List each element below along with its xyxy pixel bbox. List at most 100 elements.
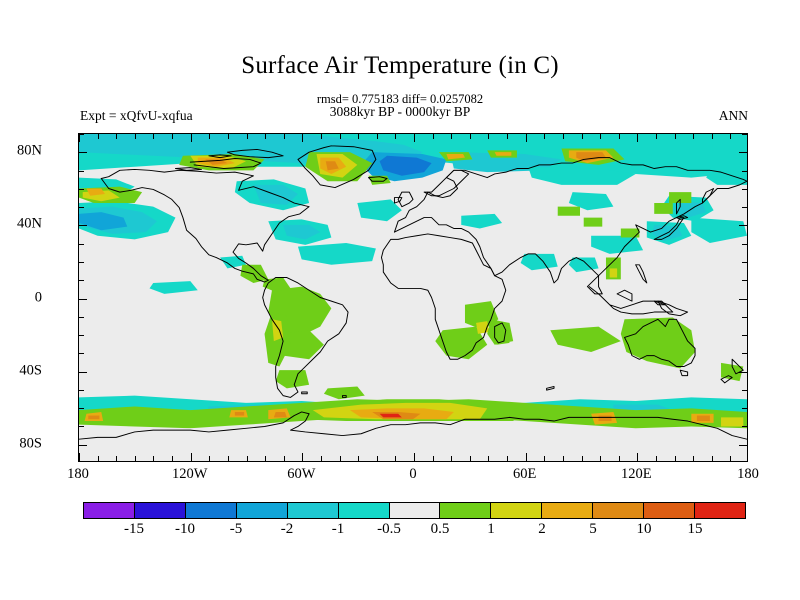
colorbar-tick-label: 10 (636, 521, 652, 537)
axis-tick (302, 134, 304, 142)
axis-tick (742, 353, 747, 355)
season-label: ANN (718, 108, 748, 123)
x-axis-tick-label: 60W (287, 466, 316, 482)
axis-tick (358, 134, 360, 139)
axis-tick (153, 456, 155, 461)
statistics-annotation: rmsd= 0.775183 diff= 0.0257082 (316, 92, 484, 106)
axis-tick (79, 225, 87, 227)
axis-tick (451, 134, 453, 139)
axis-tick (283, 134, 285, 139)
axis-tick (693, 456, 695, 461)
axis-tick (395, 456, 397, 461)
axis-tick (320, 134, 322, 139)
axis-tick (600, 456, 602, 461)
axis-tick (246, 456, 248, 461)
colorbar-tick-label: -15 (124, 521, 144, 537)
axis-tick (581, 456, 583, 461)
axis-tick (209, 456, 211, 461)
axis-tick (209, 134, 211, 139)
colorbar-swatch (440, 503, 492, 518)
axis-tick (190, 134, 192, 142)
colorbar-tick-label: -5 (229, 521, 243, 537)
y-axis-tick-label: 0 (34, 289, 42, 305)
axis-tick (376, 456, 378, 461)
axis-tick (600, 134, 602, 139)
axis-tick (742, 170, 747, 172)
colorbar-swatch (644, 503, 696, 518)
axis-tick (97, 456, 99, 461)
x-axis-tick-label: 0 (409, 466, 417, 482)
axis-tick (488, 134, 490, 139)
axis-tick (339, 456, 341, 461)
axis-tick (79, 371, 87, 373)
axis-tick (655, 134, 657, 139)
axis-tick (739, 298, 747, 300)
axis-tick (79, 453, 80, 461)
axis-tick (544, 134, 546, 139)
axis-tick (432, 456, 434, 461)
axis-tick (432, 134, 434, 139)
axis-tick (562, 456, 564, 461)
colorbar-swatch (695, 503, 745, 518)
colorbar-swatch (185, 503, 237, 518)
axis-tick (265, 456, 267, 461)
axis-tick (562, 134, 564, 139)
axis-tick (79, 188, 84, 190)
axis-tick (134, 134, 136, 139)
axis-tick (742, 243, 747, 245)
page-title: Surface Air Temperature (in C) (241, 52, 559, 79)
axis-tick (79, 389, 84, 391)
axis-tick (79, 152, 87, 154)
coastline-overlay (79, 145, 747, 440)
axis-tick (134, 456, 136, 461)
colorbar-tick-label: 0.5 (430, 521, 450, 537)
axis-tick (507, 134, 509, 139)
colorbar-swatch (491, 503, 543, 518)
x-axis-tick-label: 180 (67, 466, 89, 482)
axis-tick (172, 134, 174, 139)
axis-tick (227, 456, 229, 461)
axis-tick (711, 456, 713, 461)
axis-tick (376, 134, 378, 139)
axis-tick (742, 280, 747, 282)
colorbar-swatch (542, 503, 594, 518)
y-axis-tick-label: 40S (19, 362, 42, 379)
axis-tick (302, 453, 304, 461)
axis-tick (451, 456, 453, 461)
colorbar-swatch (134, 503, 186, 518)
axis-tick (227, 134, 229, 139)
axis-tick (79, 207, 84, 209)
axis-tick (742, 426, 747, 428)
axis-tick (116, 134, 118, 139)
axis-tick (739, 371, 747, 373)
colorbar-swatch (236, 503, 288, 518)
axis-tick (488, 456, 490, 461)
colorbar-swatch (84, 503, 135, 518)
axis-tick (395, 134, 397, 139)
axis-tick (469, 134, 471, 139)
axis-tick (79, 298, 87, 300)
experiment-label: Expt = xQfvU-xqfua (80, 108, 193, 123)
axis-tick (79, 170, 84, 172)
axis-tick (742, 188, 747, 190)
axis-tick (79, 261, 84, 263)
axis-tick (79, 353, 84, 355)
axis-tick (283, 456, 285, 461)
axis-tick (469, 456, 471, 461)
axis-tick (711, 134, 713, 139)
axis-tick (97, 134, 99, 139)
axis-tick (153, 134, 155, 139)
axis-tick (655, 456, 657, 461)
colorbar-tick-label: 15 (687, 521, 703, 537)
axis-tick (414, 134, 415, 142)
anomaly-shading (79, 134, 747, 461)
axis-tick (730, 134, 732, 139)
axis-tick (618, 134, 620, 139)
axis-tick (79, 134, 80, 142)
y-axis-tick-label: 80S (19, 435, 42, 452)
colorbar-tick-label: -1 (331, 521, 345, 537)
colorbar-tick-label: 2 (538, 521, 546, 537)
axis-tick (581, 134, 583, 139)
colorbar (83, 502, 746, 519)
axis-tick (637, 453, 639, 461)
